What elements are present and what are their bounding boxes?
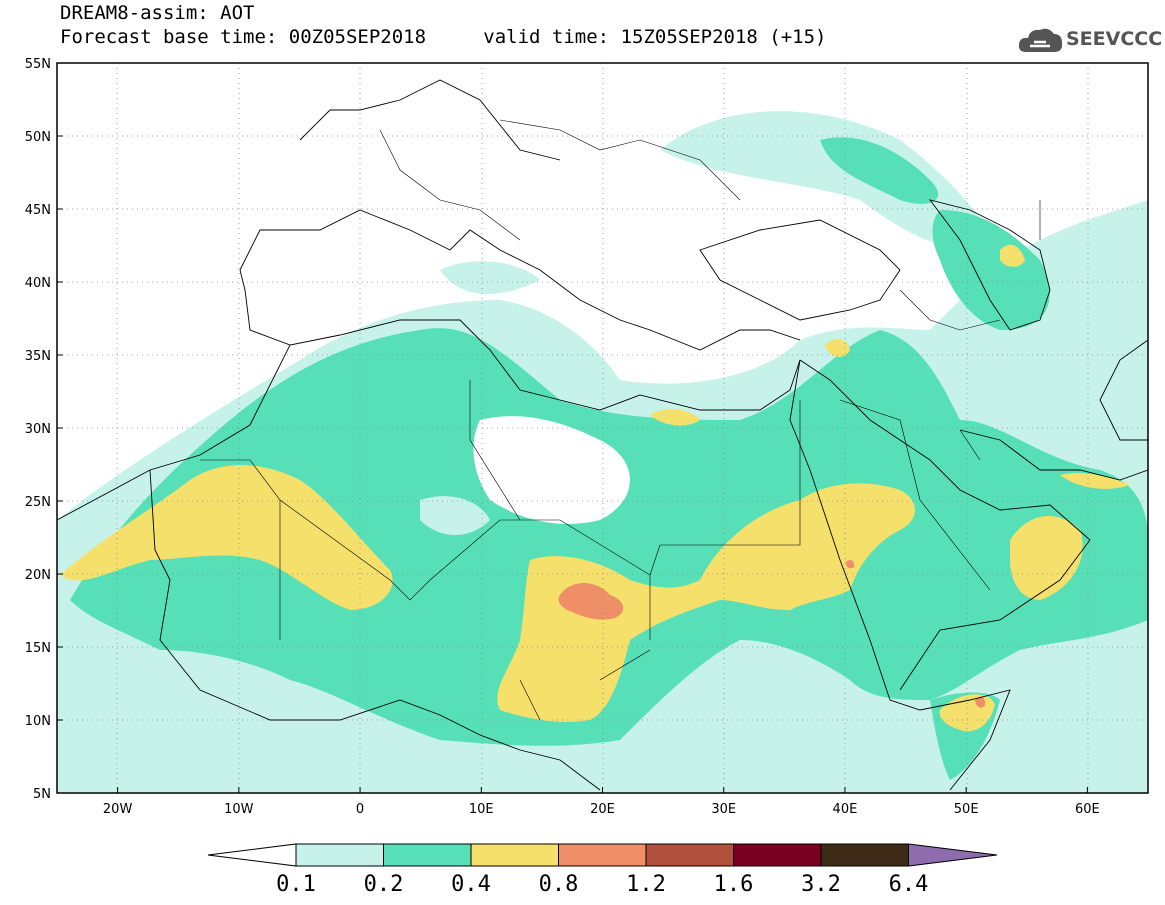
colorbar-swatch: [645, 843, 734, 867]
colorbar-swatch: [470, 843, 559, 867]
lat-tick-label: 40N: [25, 276, 51, 291]
colorbar-swatch: [295, 843, 384, 867]
colorbar-label: 0.1: [276, 872, 316, 897]
logo: [1016, 20, 1156, 60]
lat-tick-label: 35N: [25, 349, 51, 364]
lat-tick-label: 20N: [25, 568, 51, 583]
lon-tick-label: 0: [356, 802, 364, 817]
colorbar-label: 1.6: [714, 872, 754, 897]
lon-tick-label: 50E: [954, 802, 979, 817]
colorbar-label: 6.4: [889, 872, 929, 897]
lon-axis: 20W 10W 0 10E 20E 30E 40E 50E 60E: [103, 787, 1100, 817]
lat-axis: 55N 50N 45N 40N 35N 30N 25N 20N 15N 10N 5N: [25, 57, 63, 802]
lat-tick-label: 15N: [25, 641, 51, 656]
lat-tick-label: 55N: [25, 57, 51, 72]
logo-text: SEEVCCC: [1066, 28, 1163, 50]
lat-tick-label: 45N: [25, 203, 51, 218]
lon-tick-label: 40E: [833, 802, 858, 817]
cloud-logo-icon: [1018, 28, 1063, 52]
coastlines: [57, 79, 1148, 791]
lon-tick-label: 60E: [1075, 802, 1100, 817]
colorbar-label: 0.2: [364, 872, 404, 897]
graticule: [57, 63, 1148, 793]
aot-field: [57, 63, 1148, 793]
lon-tick-label: 10E: [469, 802, 494, 817]
lon-tick-label: 20W: [103, 802, 133, 817]
colorbar-swatch: [558, 843, 647, 867]
colorbar-swatch: [733, 843, 822, 867]
lat-tick-label: 5N: [33, 787, 51, 802]
lat-tick-label: 50N: [25, 130, 51, 145]
colorbar-label: 0.8: [539, 872, 579, 897]
lat-tick-label: 30N: [25, 422, 51, 437]
colorbar-swatch: [383, 843, 472, 867]
colorbar-low-arrow: [207, 843, 297, 867]
lon-tick-label: 10W: [224, 802, 254, 817]
time-line: Forecast base time: 00Z05SEP2018 valid t…: [60, 26, 826, 48]
colorbar: 0.1 0.2 0.4 0.8 1.2 1.6 3.2 6.4: [207, 843, 998, 897]
model-title: DREAM8-assim: AOT: [60, 2, 255, 24]
base-time-value: 00Z05SEP2018: [288, 26, 427, 48]
lon-tick-label: 30E: [711, 802, 736, 817]
colorbar-label: 3.2: [801, 872, 841, 897]
base-time-label: Forecast base time:: [60, 26, 278, 48]
lon-tick-label: 20E: [590, 802, 615, 817]
valid-time-value: 15Z05SEP2018 (+15): [620, 26, 827, 48]
borders: [200, 119, 1041, 721]
lat-tick-label: 10N: [25, 714, 51, 729]
colorbar-high-arrow: [908, 843, 998, 867]
colorbar-label: 1.2: [626, 872, 666, 897]
lat-tick-label: 25N: [25, 495, 51, 510]
colorbar-label: 0.4: [451, 872, 491, 897]
valid-time-label: valid time:: [483, 26, 610, 48]
map-title: DREAM8-assim: AOT: [60, 2, 254, 24]
colorbar-swatch: [820, 843, 909, 867]
